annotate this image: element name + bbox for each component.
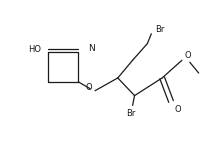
Text: Br: Br <box>155 25 165 34</box>
Text: HO: HO <box>28 45 41 54</box>
Text: O: O <box>85 83 92 92</box>
Text: O: O <box>175 105 182 114</box>
Text: N: N <box>88 44 95 53</box>
Text: O: O <box>185 51 192 60</box>
Text: Br: Br <box>126 109 135 118</box>
